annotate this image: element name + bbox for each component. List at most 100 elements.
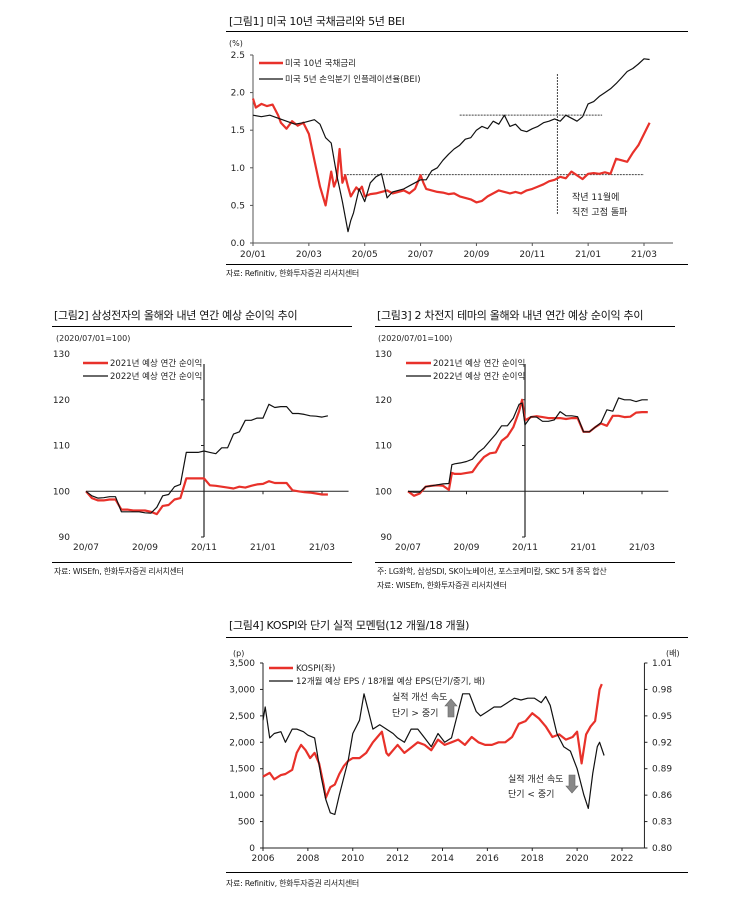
- x-tick-label: 20/11: [519, 250, 545, 260]
- y-tick-label: 2.5: [231, 51, 245, 61]
- legend-label-bei: 미국 5년 손익분기 인플레이션율(BEI): [285, 74, 421, 85]
- fig3-note: 주: LG화학, 삼성SDI, SK이노베이션, 포스코케미칼, SKC 5개 …: [377, 567, 607, 576]
- fig1-source: 자료: Refinitiv, 한화투자증권 리서치센터: [226, 269, 359, 278]
- fig4-source: 자료: Refinitiv, 한화투자증권 리서치센터: [226, 879, 359, 888]
- legend-label-us10y: 미국 10년 국채금리: [285, 58, 356, 69]
- y-tick-label: 110: [375, 442, 392, 452]
- y-tick-label-left: 2,500: [229, 712, 255, 722]
- series-bei-line: [252, 58, 650, 233]
- y-tick-label: 1.0: [231, 164, 246, 174]
- x-tick-label: 21/01: [571, 543, 597, 553]
- fig1-bottom-rule: [226, 264, 688, 265]
- chart2: (2020/07/01=100) 90 100 110 120 130 20/07 20/09…: [53, 334, 349, 553]
- fig3-source: 자료: WISEfn, 한화투자증권 리서치센터: [377, 581, 507, 590]
- y-tick-label: 130: [53, 350, 70, 360]
- y-tick-label-left: 500: [238, 818, 255, 828]
- series-kospi-line: [262, 683, 603, 799]
- x-tick-label: 2012: [386, 854, 409, 864]
- y-tick-label-right: 0.92: [652, 738, 672, 748]
- annotation-up-text: 실적 개선 속도: [392, 691, 447, 703]
- legend-label-eps-ratio: 12개월 예상 EPS / 18개월 예상 EPS(단기/중기, 배): [296, 676, 485, 687]
- y-tick-label: 0.0: [231, 239, 246, 249]
- x-tick-label: 2018: [521, 854, 544, 864]
- annotation-up-text: 단기 > 중기: [392, 708, 438, 719]
- series-2022-line: [85, 403, 329, 514]
- chart1: (%) 0.0 0.5 1.0 1.5 2.0 2.5 20/01 20/03 20/05 20/0…: [229, 39, 673, 260]
- x-tick-label: 20/09: [132, 543, 158, 553]
- fig1-title-rule: [226, 31, 688, 32]
- y-tick-label: 1.5: [231, 126, 245, 136]
- fig3-bottom-rule: [375, 562, 675, 563]
- y-tick-label: 90: [381, 533, 393, 543]
- y-tick-label-right: 0.98: [652, 685, 672, 695]
- annotation-text: 작년 11월에: [572, 191, 619, 203]
- y-tick-label: 130: [375, 350, 392, 360]
- x-tick-label: 20/01: [240, 250, 266, 260]
- annotation-down-text: 실적 개선 속도: [508, 773, 563, 785]
- y-tick-label-right: 1.01: [652, 659, 672, 669]
- x-tick-label: 21/01: [575, 250, 601, 260]
- legend-label-2022: 2022년 예상 연간 순이익: [433, 371, 525, 382]
- y-tick-label: 2.0: [231, 89, 246, 99]
- y-axis-unit: (%): [229, 39, 243, 48]
- x-tick-label: 2022: [611, 854, 634, 864]
- y-axis-unit: (2020/07/01=100): [56, 334, 130, 343]
- fig4-title-rule: [226, 637, 688, 638]
- right-y-axis-unit: (배): [666, 649, 680, 658]
- y-tick-label-right: 0.86: [652, 791, 672, 801]
- x-tick-label: 21/03: [629, 543, 655, 553]
- x-tick-label: 21/03: [309, 543, 335, 553]
- x-tick-label: 2008: [296, 854, 319, 864]
- legend-label-2021: 2021년 예상 연간 순이익: [433, 358, 525, 369]
- x-tick-label: 20/11: [191, 543, 217, 553]
- legend-label-2021: 2021년 예상 연간 순이익: [110, 358, 202, 369]
- fig4-title: [그림4] KOSPI와 단기 실적 모멘텀(12 개월/18 개월): [229, 619, 470, 632]
- y-tick-label: 100: [53, 487, 70, 497]
- fig4-bottom-rule: [226, 872, 688, 873]
- arrow-down-icon: [565, 774, 579, 794]
- fig2-title: [그림2] 삼성전자의 올해와 내년 연간 예상 순이익 추이: [54, 309, 298, 322]
- x-tick-label: 20/09: [463, 250, 489, 260]
- fig2-source: 자료: WISEfn, 한화투자증권 리서치센터: [54, 567, 184, 576]
- series-2022-line: [407, 397, 648, 493]
- fig3-title-rule: [375, 326, 675, 327]
- x-tick-label: 2020: [566, 854, 589, 864]
- legend-label-kospi: KOSPI(좌): [296, 664, 335, 674]
- x-tick-label: 21/01: [250, 543, 276, 553]
- y-tick-label: 100: [375, 487, 392, 497]
- fig2-title-rule: [52, 326, 352, 327]
- y-tick-label-right: 0.95: [652, 712, 672, 722]
- y-tick-label-right: 0.89: [652, 765, 672, 775]
- y-tick-label-left: 1,000: [229, 791, 255, 801]
- x-tick-label: 2014: [431, 854, 454, 864]
- y-tick-label: 110: [53, 442, 70, 452]
- annotation-text: 직전 고점 돌파: [572, 206, 628, 218]
- y-tick-label: 120: [375, 396, 392, 406]
- y-tick-label: 0.5: [231, 201, 245, 211]
- y-tick-label: 120: [53, 396, 70, 406]
- series-us10y-line: [251, 98, 651, 207]
- x-tick-label: 20/03: [296, 250, 322, 260]
- legend-label-2022: 2022년 예상 연간 순이익: [110, 371, 202, 382]
- y-tick-label-left: 2,000: [229, 738, 255, 748]
- arrow-up-icon: [444, 698, 458, 718]
- left-y-axis-unit: (p): [233, 649, 244, 658]
- y-tick-label-left: 3,500: [229, 659, 255, 669]
- x-tick-label: 21/03: [631, 250, 657, 260]
- fig3-title: [그림3] 2 차전지 테마의 올해와 내년 연간 예상 순이익 추이: [377, 309, 644, 322]
- fig2-bottom-rule: [52, 562, 352, 563]
- y-tick-label-right: 0.80: [652, 844, 672, 854]
- fig1-title: [그림1] 미국 10년 국채금리와 5년 BEI: [229, 15, 405, 28]
- x-tick-label: 2006: [252, 854, 275, 864]
- annotation-down-text: 단기 < 중기: [508, 789, 554, 800]
- x-tick-label: 20/11: [512, 543, 538, 553]
- chart3: (2020/07/01=100) 90 100 110 120 130 20/07 20/09…: [375, 334, 669, 553]
- y-tick-label-right: 0.83: [652, 818, 672, 828]
- y-tick-label: 90: [59, 533, 71, 543]
- x-tick-label: 20/05: [352, 250, 378, 260]
- x-tick-label: 20/07: [73, 543, 99, 553]
- x-tick-label: 2016: [476, 854, 499, 864]
- x-tick-label: 20/09: [454, 543, 480, 553]
- series-eps-ratio-line: [262, 693, 605, 816]
